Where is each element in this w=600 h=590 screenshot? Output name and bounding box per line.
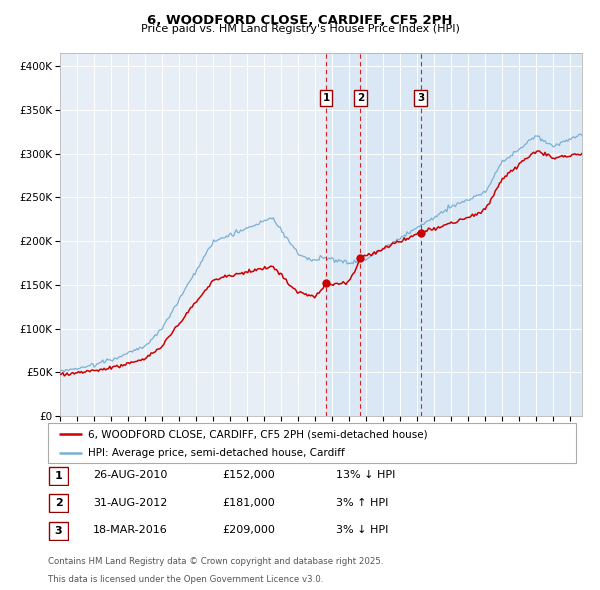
Text: 6, WOODFORD CLOSE, CARDIFF, CF5 2PH: 6, WOODFORD CLOSE, CARDIFF, CF5 2PH xyxy=(147,14,453,27)
FancyBboxPatch shape xyxy=(49,522,68,540)
Text: Price paid vs. HM Land Registry's House Price Index (HPI): Price paid vs. HM Land Registry's House … xyxy=(140,24,460,34)
Text: 3: 3 xyxy=(55,526,62,536)
Text: This data is licensed under the Open Government Licence v3.0.: This data is licensed under the Open Gov… xyxy=(48,575,323,584)
FancyBboxPatch shape xyxy=(415,90,427,106)
Text: 3% ↓ HPI: 3% ↓ HPI xyxy=(336,526,388,535)
Text: 3% ↑ HPI: 3% ↑ HPI xyxy=(336,498,388,507)
Text: £181,000: £181,000 xyxy=(222,498,275,507)
Text: HPI: Average price, semi-detached house, Cardiff: HPI: Average price, semi-detached house,… xyxy=(88,448,344,458)
Text: 26-AUG-2010: 26-AUG-2010 xyxy=(93,470,167,480)
Text: 31-AUG-2012: 31-AUG-2012 xyxy=(93,498,167,507)
Text: 6, WOODFORD CLOSE, CARDIFF, CF5 2PH (semi-detached house): 6, WOODFORD CLOSE, CARDIFF, CF5 2PH (sem… xyxy=(88,430,427,440)
Text: 3: 3 xyxy=(417,93,424,103)
FancyBboxPatch shape xyxy=(354,90,367,106)
FancyBboxPatch shape xyxy=(49,467,68,484)
Text: 2: 2 xyxy=(55,499,62,508)
FancyBboxPatch shape xyxy=(49,494,68,512)
Text: 18-MAR-2016: 18-MAR-2016 xyxy=(93,526,168,535)
Text: 1: 1 xyxy=(322,93,330,103)
Text: Contains HM Land Registry data © Crown copyright and database right 2025.: Contains HM Land Registry data © Crown c… xyxy=(48,558,383,566)
Text: 1: 1 xyxy=(55,471,62,480)
Bar xyxy=(326,53,582,416)
Text: £209,000: £209,000 xyxy=(222,526,275,535)
Text: 13% ↓ HPI: 13% ↓ HPI xyxy=(336,470,395,480)
Text: 2: 2 xyxy=(357,93,364,103)
Text: £152,000: £152,000 xyxy=(222,470,275,480)
FancyBboxPatch shape xyxy=(320,90,332,106)
FancyBboxPatch shape xyxy=(48,423,576,463)
